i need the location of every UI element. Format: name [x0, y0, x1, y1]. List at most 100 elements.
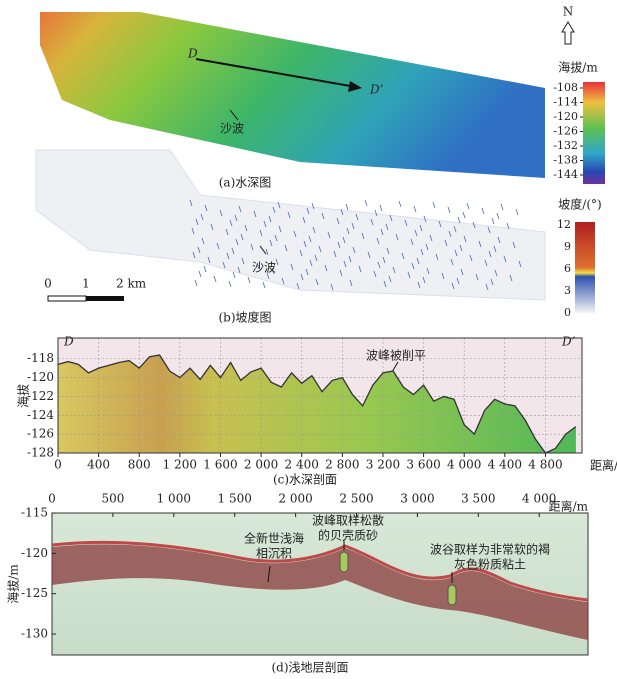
y-tick-label: -118 [27, 351, 54, 365]
slope-texture [459, 244, 463, 252]
scale-bar [47, 295, 87, 302]
x-tick-label: 1 600 [203, 458, 237, 472]
slope-texture [337, 241, 341, 249]
bathymetry-map [40, 12, 545, 178]
slope-texture [318, 245, 322, 253]
slope-texture [389, 214, 393, 222]
slope-texture [309, 259, 313, 267]
label: D’ [561, 335, 576, 349]
slope-texture [277, 201, 281, 209]
seafloor [51, 540, 589, 602]
slope-texture [343, 260, 347, 268]
slope-texture [493, 245, 497, 253]
slope-texture [195, 218, 199, 226]
slope-texture [207, 256, 211, 264]
slope-texture [385, 223, 389, 231]
panel-d: 距离/m 海拔/m (d)浅地层剖面 0 500 1 000 1 500 2 000 2 … [6, 492, 589, 675]
slope-texture [231, 247, 235, 255]
slope-map [35, 149, 546, 301]
x-tick-label: 1 500 [218, 492, 252, 506]
colorbar-tick-label: -114 [553, 96, 578, 109]
slope-texture [237, 266, 241, 274]
profile-area [58, 354, 576, 453]
x-tick-label: 3 600 [406, 458, 440, 472]
slope-texture [336, 217, 340, 225]
slope-texture [500, 203, 504, 211]
slope-texture [262, 281, 266, 289]
slope-texture [269, 239, 273, 247]
slope-texture [305, 268, 309, 276]
scale-label: 1 [82, 277, 90, 291]
slope-texture [419, 224, 423, 232]
slope-texture [281, 277, 285, 285]
slope-texture [189, 199, 522, 291]
annotation: 相沉积 [256, 547, 292, 561]
slope-texture [312, 226, 316, 234]
slope-texture [386, 247, 390, 255]
slope-texture [241, 257, 245, 265]
slope-texture [456, 277, 460, 285]
slope-texture [358, 265, 362, 273]
x-tick-label: 3 200 [366, 458, 400, 472]
slope-texture [466, 202, 470, 210]
slope-texture [321, 212, 325, 220]
annotation: 全新世浅海 [244, 531, 304, 546]
north: N [563, 5, 574, 19]
slope-texture [268, 215, 272, 223]
slope-texture [392, 266, 396, 274]
label: 沙波 [252, 261, 276, 275]
slope-texture [194, 279, 198, 287]
colorbar-tick-label: -126 [553, 125, 578, 138]
y-axis-label: 海拔/m [6, 564, 21, 604]
slope-texture [330, 283, 334, 291]
x-tick-label: 800 [128, 458, 151, 472]
slope-texture [204, 204, 208, 212]
slope-texture [290, 263, 294, 271]
slope-texture [271, 267, 275, 275]
slope-texture [355, 213, 359, 221]
pointer [391, 361, 399, 373]
slope-texture [451, 282, 455, 290]
colorbar-tick-label: -120 [553, 110, 578, 123]
slope-texture [216, 242, 220, 250]
pointer [229, 109, 239, 121]
slope-texture [256, 262, 260, 270]
slope-texture [377, 261, 381, 269]
colorbar [583, 82, 605, 184]
slope-texture [497, 236, 501, 244]
slope-texture [201, 237, 205, 245]
slope-texture [411, 262, 415, 270]
slope-texture [308, 235, 312, 243]
slope-texture [299, 249, 303, 257]
slope-texture [423, 215, 427, 223]
slope-texture [487, 226, 491, 234]
slope-texture [263, 220, 267, 228]
x-tick-label: 3 000 [400, 492, 434, 506]
slope-texture [429, 234, 433, 242]
slope-texture [225, 228, 229, 236]
slope-texture [327, 231, 331, 239]
slope-texture [414, 229, 418, 237]
slope-texture [361, 232, 365, 240]
slope-texture [447, 206, 451, 214]
caption: (a)水深图 [219, 176, 272, 190]
colorbar-tick-label: -132 [553, 139, 578, 152]
slope-texture [314, 254, 318, 262]
slope-texture [425, 243, 429, 251]
slope-texture [315, 278, 319, 286]
slope-texture [302, 216, 306, 224]
slope-texture [284, 244, 288, 252]
slope-texture [481, 207, 485, 215]
slope-texture [491, 217, 495, 225]
x-axis-label: 距离/m [590, 458, 617, 473]
slope-texture [306, 207, 310, 215]
label: D’ [369, 83, 384, 97]
x-tick-label: 4 000 [447, 458, 481, 472]
y-tick-label: -124 [27, 408, 54, 422]
sample-core [447, 584, 457, 606]
slope-texture [484, 259, 488, 267]
slope-texture [488, 250, 492, 258]
y-tick-label: -126 [27, 427, 54, 441]
x-tick-label: 4 000 [522, 492, 556, 506]
